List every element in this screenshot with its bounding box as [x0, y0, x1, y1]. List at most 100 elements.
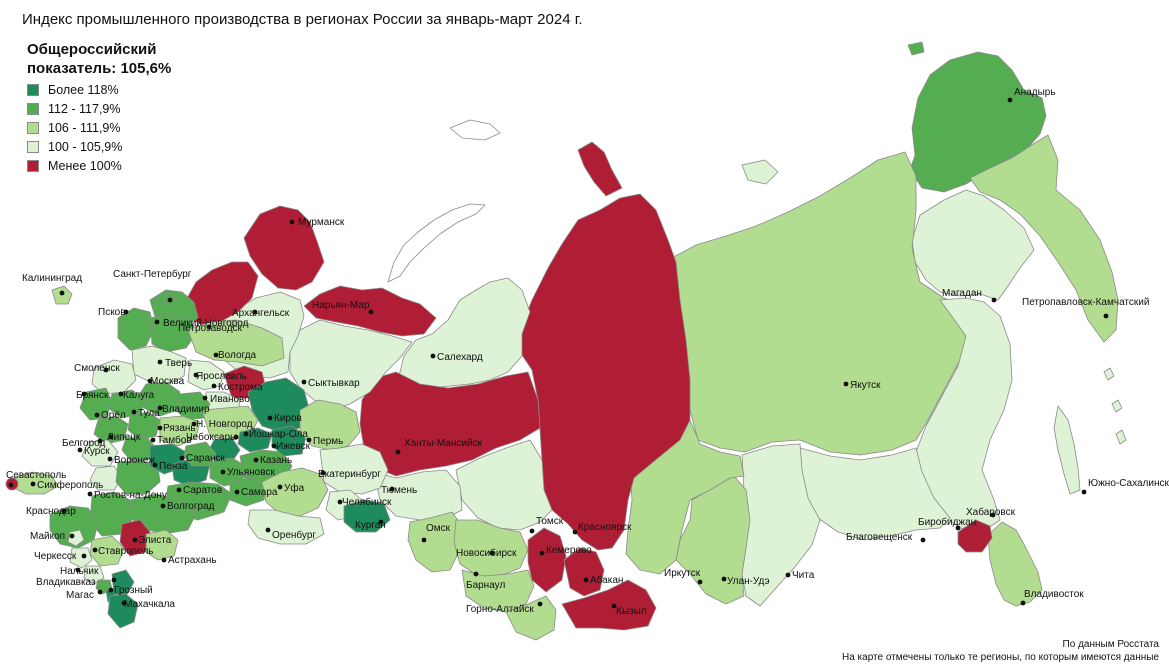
city-dot — [233, 434, 239, 440]
city-label: Магас — [66, 590, 94, 601]
city-label: Калининград — [22, 273, 82, 284]
city-label: Рязань — [163, 423, 196, 434]
region-new-siberian-islands — [741, 159, 779, 185]
city-dot — [253, 457, 259, 463]
city-label: Калуга — [123, 390, 155, 401]
city-label: Красноярск — [578, 522, 632, 533]
city-label: Липецк — [107, 432, 141, 443]
city-label: Элиста — [138, 535, 172, 546]
city-dot — [103, 367, 109, 373]
city-label: Псков — [98, 307, 126, 318]
city-dot — [473, 571, 479, 577]
city-dot — [202, 395, 208, 401]
region-altai-krai — [461, 569, 535, 613]
city-label: Астрахань — [168, 555, 217, 566]
city-label: Кострома — [218, 382, 263, 393]
legend: Общероссийский показатель: 105,6% Более … — [27, 40, 171, 175]
city-label: Вологда — [218, 350, 257, 361]
city-dot — [213, 352, 219, 358]
city-label: Тамбов — [157, 434, 192, 446]
city-label: Ижевск — [276, 441, 311, 452]
city-label: Краснодар — [26, 506, 76, 517]
legend-label: 112 - 117,9% — [48, 101, 121, 116]
city-dot — [131, 409, 137, 415]
city-labels: Мурманск Петрозаводск Архангельск Нарьян… — [6, 87, 1169, 617]
city-dot — [320, 470, 326, 476]
city-dot — [147, 378, 153, 384]
city-dot — [176, 487, 182, 493]
city-dot — [301, 379, 307, 385]
city-label: Иркутск — [664, 568, 701, 579]
city-label: Омск — [426, 523, 451, 534]
city-dot — [430, 353, 436, 359]
city-dot — [87, 491, 93, 497]
city-dot — [191, 421, 197, 427]
city-dot — [81, 391, 87, 397]
city-label: Н. Новгород — [196, 419, 253, 430]
city-label: Тюмень — [381, 485, 417, 496]
city-label: Сыктывкар — [308, 378, 360, 389]
city-dot — [92, 547, 98, 553]
city-label: Ярославль — [196, 371, 247, 382]
city-dot — [421, 537, 427, 543]
city-dot — [368, 309, 374, 315]
city-dot — [583, 577, 589, 583]
region-vladimir — [175, 391, 211, 421]
city-label: Салехард — [437, 352, 483, 363]
city-label: Ростов-на-Дону — [94, 490, 167, 501]
city-dot — [206, 324, 212, 330]
city-dot — [59, 290, 65, 296]
region-tuva — [561, 579, 657, 631]
city-label: Хабаровск — [966, 506, 1016, 518]
city-label: Курск — [84, 446, 110, 457]
city-dot — [121, 600, 127, 606]
city-dot — [1020, 600, 1026, 606]
region-tver — [131, 345, 187, 385]
city-label: Петропавловск-Камчатский — [1022, 297, 1149, 308]
city-dot — [107, 456, 113, 462]
region-chechnya — [111, 569, 135, 597]
city-dot — [991, 297, 997, 303]
region-kamchatka — [969, 134, 1119, 343]
city-label: Горно-Алтайск — [466, 604, 534, 615]
legend-swatch — [27, 83, 39, 96]
region-astrakhan — [145, 529, 179, 561]
city-dot — [277, 484, 283, 490]
city-dot — [69, 533, 75, 539]
city-label: Белгород — [62, 438, 106, 449]
legend-swatch — [27, 121, 39, 134]
region-yaroslavl — [187, 359, 225, 391]
city-label: Великий Новгород — [163, 318, 249, 329]
city-dot — [337, 499, 343, 505]
city-label: Биробиджан — [918, 516, 976, 528]
city-dot — [537, 601, 543, 607]
city-dot — [111, 577, 117, 583]
city-label: Якутск — [850, 380, 881, 391]
city-label: Владивосток — [1024, 589, 1084, 600]
legend-item: 106 - 111,9% — [27, 118, 171, 137]
city-dot — [289, 219, 295, 225]
region-voronezh — [115, 459, 161, 495]
region-bashkortostan — [261, 467, 329, 517]
city-label: Иваново — [210, 394, 250, 405]
source-note: По данным Росстата — [1062, 639, 1159, 650]
city-label: Анадырь — [1014, 87, 1056, 98]
city-label: Воронеж — [114, 455, 155, 466]
map-title: Индекс промышленного производства в реги… — [22, 11, 583, 28]
city-dot — [265, 527, 271, 533]
city-label: Магадан — [942, 288, 982, 299]
region-kurgan — [343, 499, 391, 533]
city-label: Саранск — [186, 453, 226, 464]
region-omsk — [407, 511, 463, 573]
city-label: Чебоксары — [186, 431, 237, 443]
city-dot — [697, 579, 703, 585]
region-perm — [299, 399, 361, 451]
region-kemerovo — [527, 527, 567, 593]
city-label: Кемерово — [546, 545, 592, 556]
city-label: Курган — [355, 520, 386, 531]
region-smolensk — [91, 359, 137, 395]
city-dot — [267, 415, 273, 421]
city-dot — [489, 550, 495, 556]
city-dot — [108, 434, 114, 440]
